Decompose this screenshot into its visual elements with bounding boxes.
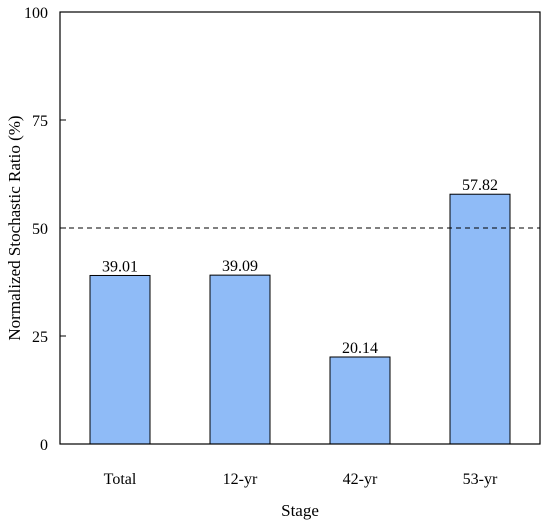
- bar-42-yr: [329, 356, 391, 445]
- x-tick-label: 53-yr: [463, 471, 498, 488]
- x-tick-label: 42-yr: [343, 471, 378, 488]
- y-tick-label: 75: [32, 113, 48, 130]
- x-axis: Total 12-yr 42-yr 53-yr: [104, 471, 498, 488]
- x-tick-label: 12-yr: [223, 471, 258, 488]
- data-labels: 39.01 39.09 20.14 57.82: [102, 177, 498, 357]
- data-label: 20.14: [342, 340, 378, 357]
- x-axis-label: Stage: [281, 501, 319, 520]
- y-tick-label: 50: [32, 221, 48, 238]
- y-tick-label: 0: [40, 437, 48, 454]
- data-label: 39.01: [102, 258, 138, 275]
- y-axis: 0 25 50 75 100: [24, 5, 66, 454]
- data-label: 39.09: [222, 258, 258, 275]
- bar-12-yr: [209, 274, 271, 445]
- y-tick-label: 25: [32, 329, 48, 346]
- x-tick-label: Total: [104, 471, 137, 488]
- bar-53-yr: [449, 193, 511, 445]
- bar-Total: [89, 274, 151, 445]
- data-label: 57.82: [462, 177, 498, 194]
- y-axis-label: Normalized Stochastic Ratio (%): [5, 115, 24, 340]
- y-tick-label: 100: [24, 5, 48, 22]
- bars: [89, 193, 511, 445]
